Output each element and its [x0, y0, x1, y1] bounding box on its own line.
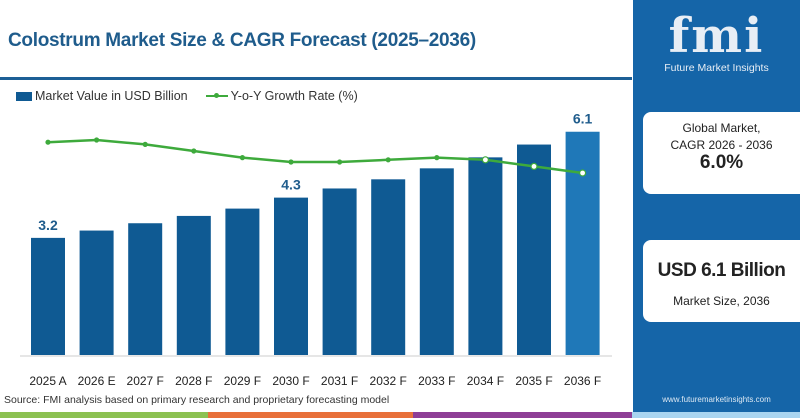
growth-point	[385, 157, 391, 163]
x-tick-label: 2029 F	[224, 374, 261, 388]
x-tick-label: 2033 F	[418, 374, 455, 388]
legend-item-market-value: Market Value in USD Billion	[16, 89, 188, 103]
cagr-label-2: CAGR 2026 - 2036	[670, 138, 773, 152]
market-size-card: USD 6.1 Billion Market Size, 2036	[643, 240, 800, 322]
growth-point	[578, 169, 587, 177]
bar-2035-F	[517, 144, 551, 355]
bar-2027-F	[128, 223, 163, 355]
logo-mark: fmi	[668, 8, 765, 64]
bar-2031-F	[322, 188, 357, 355]
x-tick-label: 2025 A	[29, 374, 66, 388]
x-tick-label: 2027 F	[127, 374, 164, 388]
growth-point	[239, 154, 245, 161]
x-tick-label: 2032 F	[370, 374, 407, 388]
cagr-card: Global Market, CAGR 2026 - 2036 6.0%	[643, 112, 800, 194]
fmi-logo: fmi Future Market Insights	[633, 10, 800, 74]
logo-subtitle: Future Market Insights	[664, 62, 769, 74]
data-label: 3.2	[38, 217, 58, 233]
x-tick-label: 2035 F	[515, 374, 552, 388]
bar-2034-F	[468, 157, 503, 355]
bar-2036-F	[565, 131, 600, 355]
x-tick-label: 2030 F	[272, 374, 309, 388]
legend-swatch-bar	[16, 91, 32, 101]
growth-point	[288, 159, 294, 165]
chart-plot: 2025 A 3.2 2026 E 2027 F 2028 F 2029 F 2030 F 4…	[20, 111, 612, 388]
chart-title: Colostrum Market Size & CAGR Forecast (2…	[8, 30, 476, 51]
growth-point	[337, 159, 343, 165]
x-tick-label: 2034 F	[467, 374, 504, 388]
market-size-value: USD 6.1 Billion	[657, 260, 786, 281]
growth-point	[434, 154, 440, 161]
growth-point	[142, 141, 148, 148]
cagr-label-1: Global Market,	[682, 121, 761, 135]
x-tick-label: 2026 E	[78, 374, 116, 388]
growth-point	[191, 148, 197, 154]
legend-item-growth: Y-o-Y Growth Rate (%)	[205, 89, 358, 103]
website-link[interactable]: www.futuremarketinsights.com	[662, 395, 771, 404]
bar-2028-F	[176, 215, 211, 355]
source-note: Source: FMI analysis based on primary re…	[4, 394, 390, 406]
growth-point	[45, 139, 51, 145]
x-tick-label: 2031 F	[321, 374, 358, 388]
color-stripe	[0, 412, 800, 418]
title-divider	[0, 77, 632, 80]
growth-line	[47, 138, 583, 175]
bar-2033-F	[419, 168, 454, 355]
market-size-label: Market Size, 2036	[673, 294, 770, 308]
growth-point	[530, 162, 538, 171]
bar-2032-F	[371, 179, 406, 355]
bar-2029-F	[225, 208, 260, 355]
info-panel: fmi Future Market Insights Global Market…	[633, 0, 800, 412]
legend: Market Value in USD Billion Y-o-Y Growth…	[16, 89, 358, 103]
bar-2025-A	[31, 237, 65, 355]
growth-point	[93, 137, 100, 143]
x-tick-label: 2028 F	[175, 374, 212, 388]
bar-2030-F	[274, 197, 308, 355]
growth-point	[481, 156, 489, 164]
data-label: 6.1	[573, 111, 593, 127]
legend-label: Y-o-Y Growth Rate (%)	[230, 89, 358, 103]
cagr-value: 6.0%	[699, 152, 744, 173]
bar-2026-E	[79, 230, 114, 355]
legend-swatch-line	[205, 93, 228, 98]
legend-label: Market Value in USD Billion	[35, 89, 188, 103]
data-label: 4.3	[281, 177, 301, 193]
x-tick-label: 2036 F	[564, 374, 601, 388]
